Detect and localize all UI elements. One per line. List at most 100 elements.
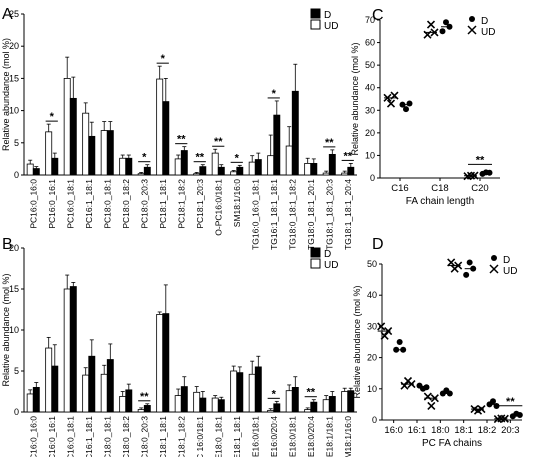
legend-swatch-ud [310, 19, 321, 30]
y-axis-label: Relative abundance (mol %) [350, 42, 360, 155]
bar-ud [26, 393, 34, 413]
x-tick-label: PC18:0_18:1 [102, 416, 112, 457]
panel-letter: D [372, 236, 384, 253]
x-tick-label: PC16:0_18:1 [65, 416, 75, 457]
bar-ud [119, 157, 127, 176]
x-tick-label: PC18:0_18:1 [102, 179, 112, 229]
point-d [403, 106, 409, 113]
y-tick-label: 0 [372, 415, 377, 425]
bar-ud [211, 397, 219, 413]
bar-d [125, 389, 133, 413]
x-tick-label: PC16:1_18:1 [84, 179, 94, 229]
y-tick-label: 30 [365, 105, 375, 115]
x-tick-label: 16:0 [384, 425, 403, 436]
bar-ud [248, 373, 256, 413]
x-tick-label: PE18:1_18:1 [232, 416, 242, 457]
significance-label: * [161, 53, 166, 65]
legend-label-d: D [324, 10, 331, 21]
point-d [443, 19, 449, 26]
x-tick-label: SM18:1/16:0 [232, 179, 242, 227]
panel-letter: B [2, 236, 13, 253]
x-tick-label: TG18:0_18:1_20:1 [306, 179, 316, 250]
y-tick-label: 15 [9, 284, 19, 294]
x-tick-label: P-PE16:0/20:4 [269, 416, 279, 457]
bar-ud [248, 161, 256, 176]
point-ud [447, 258, 456, 267]
point-ud [427, 401, 436, 411]
bar-d [199, 166, 207, 176]
bar-d [88, 135, 96, 176]
x-tick-label: PC16:0_16:0 [28, 416, 38, 457]
bar-ud [63, 78, 71, 176]
y-axis-label: Relative abundance (mol %) [1, 38, 11, 151]
panel-b: B 0 5 10 15 20 Relative abundance (mol %) DUD PC… [1, 236, 357, 462]
bar-d [106, 359, 114, 413]
bar-d [310, 163, 318, 176]
y-tick-label: 0 [370, 173, 375, 183]
y-tick-label: 20 [9, 41, 19, 51]
bar-d [291, 386, 299, 413]
x-tick-label: PC18:1_18:2 [176, 416, 186, 457]
bar-d [32, 168, 40, 176]
y-tick-label: 70 [365, 15, 375, 25]
bar-ud [100, 373, 108, 413]
x-tick-label: TG18:0_18:1_18:2 [287, 179, 297, 250]
bar-ud [45, 131, 53, 176]
panel-letter: A [2, 6, 13, 23]
x-tick-label: 16:1 [408, 425, 427, 436]
bar-d [143, 166, 151, 176]
legend-swatch-d [310, 8, 321, 19]
bar-ud [322, 399, 330, 413]
y-tick-label: 40 [367, 290, 377, 300]
y-tick-label: 40 [365, 83, 375, 93]
y-tick-label: 10 [367, 384, 377, 394]
x-tick-label: PC18:1_18:1 [158, 416, 168, 457]
bar-d [254, 366, 262, 413]
x-tick-label: C18 [431, 183, 448, 194]
bar-ud [322, 172, 330, 176]
bar-ud [193, 173, 201, 176]
bar-d [69, 286, 77, 413]
bar-d [310, 401, 318, 413]
bar-d [162, 101, 170, 176]
bar-d [328, 153, 336, 176]
y-tick-label: 30 [367, 321, 377, 331]
y-tick-label: 50 [365, 60, 375, 70]
x-tick-label: TG18:1_18:1_20:3 [324, 179, 334, 250]
bar-ud [304, 409, 312, 413]
legend-label-d: D [481, 16, 488, 27]
x-tick-label: P-PE18:0/20:4 [306, 416, 316, 457]
bar-d [180, 386, 188, 413]
legend-marker-ud [489, 264, 499, 274]
bar-d [236, 372, 244, 413]
y-axis-label: Relative abundance (mol %) [1, 273, 11, 386]
y-tick-label: 0 [14, 407, 19, 417]
significance-label: ** [177, 134, 186, 146]
x-tick-label: 18:2 [478, 425, 497, 436]
legend-swatch-d [310, 247, 321, 258]
bar-d [328, 396, 336, 413]
bar-d [254, 159, 262, 176]
y-tick-label: 50 [367, 259, 377, 269]
bar-ud [193, 391, 201, 413]
x-tick-label: P-PE16:0/18:1 [250, 416, 260, 457]
bar-ud [285, 390, 293, 413]
legend-marker-d [491, 255, 497, 261]
significance-label: ** [140, 391, 149, 403]
bar-d [199, 397, 207, 413]
bar-ud [82, 374, 90, 413]
panel-letter: C [372, 7, 384, 24]
x-tick-label: SM18:1/16:0 [343, 416, 353, 457]
legend-swatch-ud [310, 258, 321, 269]
bar-ud [267, 409, 275, 413]
x-tick-label: PC18:1_18:1 [158, 179, 168, 229]
point-d [439, 28, 446, 35]
y-tick-label: 10 [365, 150, 375, 160]
y-tick-label: 5 [14, 366, 19, 376]
x-tick-label: PC18:0_18:2 [121, 416, 131, 457]
bar-d [32, 386, 40, 413]
bar-d [69, 97, 77, 176]
point-ud [380, 331, 389, 340]
